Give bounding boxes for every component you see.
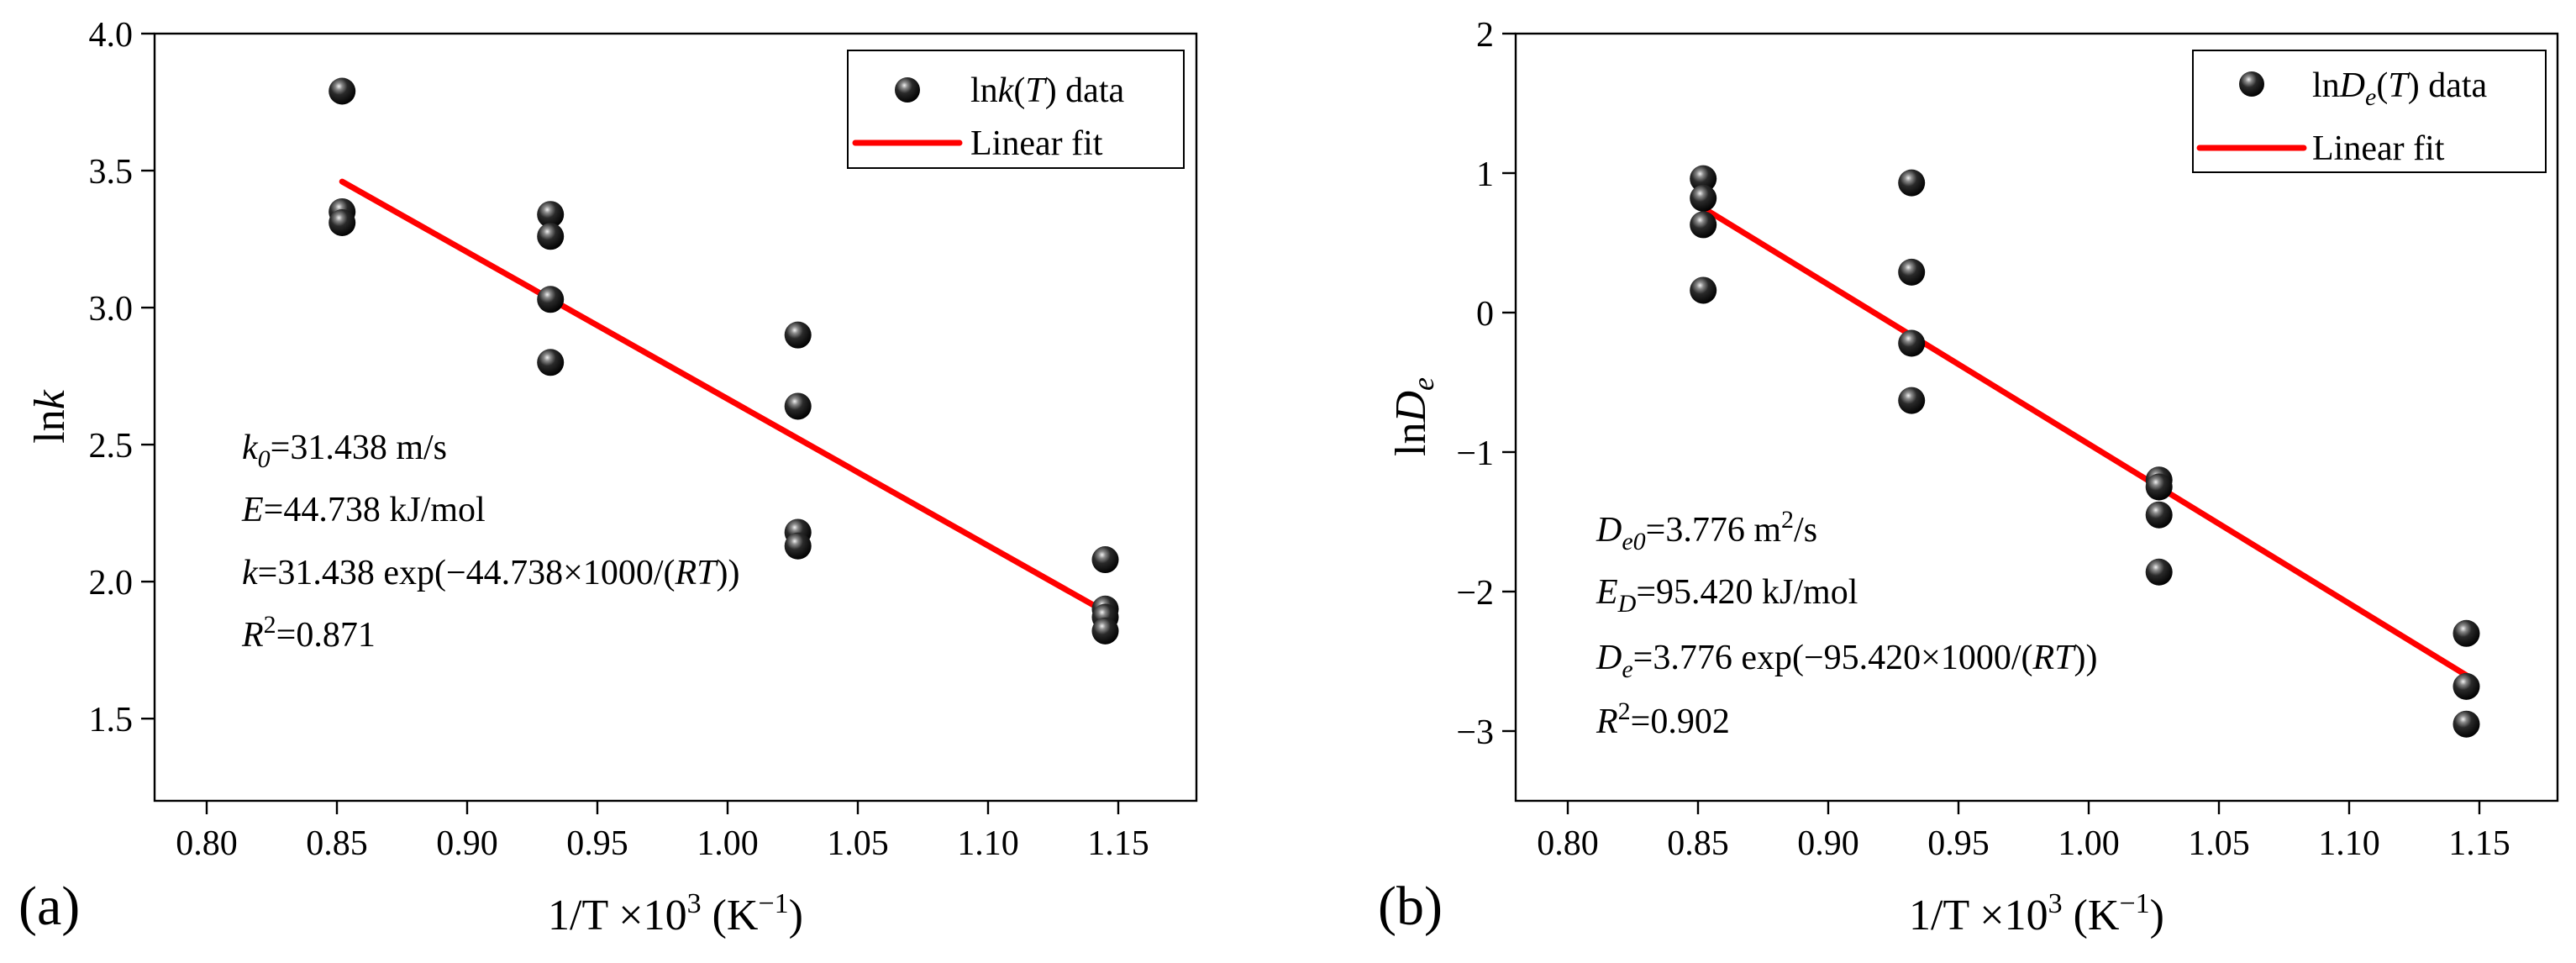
panel-b-data-point <box>1690 184 1717 212</box>
panel-b-data-point <box>2452 672 2480 700</box>
panel-a-legend-marker <box>895 77 920 103</box>
panel-b-legend-fit-label: Linear fit <box>2312 129 2445 168</box>
panel-a-data-point <box>1091 546 1119 574</box>
panel-b-data-point <box>2145 473 2173 501</box>
panel-a-data-point <box>784 392 812 420</box>
panel-a-y-tick-label: 3.5 <box>89 153 134 192</box>
panel-b-data-point <box>2452 619 2480 647</box>
panel-b-r2-text: R2=0.902 <box>1596 697 1730 741</box>
panel-a-legend-fit-label: Linear fit <box>970 124 1103 163</box>
panel-b-ed-text: ED=95.420 kJ/mol <box>1596 573 1858 618</box>
panel-b-data-point <box>2145 501 2173 529</box>
panel-b-data-point <box>1690 276 1717 304</box>
panel-a-data-point <box>784 532 812 560</box>
panel-a-legend-data-label: lnk(T) data <box>970 71 1124 110</box>
panel-a-data-point <box>784 321 812 349</box>
panel-b-y-axis-title: lnDe <box>1387 377 1440 456</box>
panel-a-y-tick-label: 2.0 <box>89 564 134 603</box>
panel-b-legend-data-label: lnDe(T) data <box>2312 66 2488 111</box>
panel-a-x-ticks: 0.80 0.85 0.90 0.95 1.00 1.05 1.10 1.15 <box>176 801 1149 863</box>
panel-a-data-point <box>537 349 565 376</box>
panel-b-x-tick-label: 1.00 <box>2058 824 2120 863</box>
panel-a-x-tick-label: 1.10 <box>957 824 1019 863</box>
panel-b-x-axis-title: 1/T ×103 (K−1) <box>1909 888 2164 939</box>
panel-a-y-tick-label: 1.5 <box>89 701 134 739</box>
panel-a-x-tick-label: 0.90 <box>436 824 498 863</box>
panel-b-legend-box <box>2192 50 2547 173</box>
panel-b-fit-layer <box>1700 205 2469 679</box>
panel-b-data-point <box>1898 387 1926 414</box>
panel-a-points-layer <box>329 77 1119 645</box>
panel-b-x-tick-label: 0.95 <box>1927 824 1990 863</box>
panel-b-y-tick-label: −1 <box>1456 434 1494 473</box>
panel-a-y-axis-title: lnk <box>26 389 74 443</box>
panel-b-annotation: De0=3.776 m2/s ED=95.420 kJ/mol De=3.776… <box>1596 506 2098 741</box>
panel-a-x-tick-label: 0.95 <box>566 824 628 863</box>
panel-a-y-tick-label: 2.5 <box>89 427 134 466</box>
panel-a-r2-text: R2=0.871 <box>241 611 376 655</box>
panel-b-x-tick-label: 1.05 <box>2188 824 2250 863</box>
panel-b: 0.80 0.85 0.90 0.95 1.00 1.05 1.10 1.15 −3 −2 −1 0… <box>1378 16 2559 939</box>
panel-a-y-tick-label: 4.0 <box>89 16 134 55</box>
panel-a-data-point <box>537 286 565 313</box>
panel-a-x-tick-label: 0.85 <box>306 824 368 863</box>
panel-a-x-axis-title: 1/T ×103 (K−1) <box>548 888 803 939</box>
panel-b-x-tick-label: 1.15 <box>2448 824 2510 863</box>
panel-a-x-tick-label: 1.15 <box>1087 824 1149 863</box>
panel-b-data-point <box>1898 258 1926 286</box>
panel-a: 0.80 0.85 0.90 0.95 1.00 1.05 1.10 1.15 1.5 2.0 2… <box>18 16 1198 939</box>
panel-a-label: (a) <box>18 876 80 937</box>
panel-b-y-tick-label: −3 <box>1456 713 1494 752</box>
panel-a-x-tick-label: 1.05 <box>827 824 889 863</box>
panel-a-e-text: E=44.738 kJ/mol <box>241 491 486 529</box>
panel-a-k0-text: k0=31.438 m/s <box>242 429 447 473</box>
panel-a-legend-box <box>847 50 1185 169</box>
panel-b-y-tick-label: 2 <box>1476 16 1494 55</box>
panel-a-y-ticks: 1.5 2.0 2.5 3.0 3.5 4.0 <box>89 16 155 739</box>
panel-b-data-point <box>2145 558 2173 586</box>
panel-b-equation-text: De=3.776 exp(−95.420×1000/(RT)) <box>1596 639 2098 683</box>
panel-b-x-tick-label: 0.90 <box>1797 824 1859 863</box>
panel-a-equation-text: k=31.438 exp(−44.738×1000/(RT)) <box>242 554 740 592</box>
panel-b-data-point <box>1690 165 1717 192</box>
panel-b-x-tick-label: 0.80 <box>1537 824 1599 863</box>
panel-b-data-point <box>2452 710 2480 738</box>
panel-b-y-ticks: −3 −2 −1 0 1 2 <box>1456 16 1516 752</box>
panel-b-plot-frame <box>1514 32 2559 802</box>
panel-a-x-tick-label: 0.80 <box>176 824 238 863</box>
panel-a-fit-line <box>339 178 1108 615</box>
panel-b-y-tick-label: −2 <box>1456 574 1494 613</box>
panel-a-data-point <box>537 223 565 250</box>
panel-b-label: (b) <box>1378 876 1443 937</box>
panel-b-fit-line <box>1700 205 2469 679</box>
panel-b-legend-marker <box>2239 71 2264 97</box>
panel-a-fit-layer <box>339 178 1108 615</box>
panel-b-x-tick-label: 1.10 <box>2318 824 2380 863</box>
panel-b-de0-text: De0=3.776 m2/s <box>1596 506 1817 555</box>
panel-b-data-point <box>1690 211 1717 239</box>
panel-b-x-ticks: 0.80 0.85 0.90 0.95 1.00 1.05 1.10 1.15 <box>1537 801 2510 863</box>
panel-a-annotation: k0=31.438 m/s E=44.738 kJ/mol k=31.438 e… <box>241 429 740 655</box>
panel-b-points-layer <box>1690 165 2480 738</box>
panel-b-data-point <box>1898 169 1926 197</box>
panel-b-x-tick-label: 0.85 <box>1667 824 1729 863</box>
panel-a-legend: lnk(T) data Linear fit <box>847 50 1185 169</box>
panel-a-data-point <box>537 201 565 229</box>
panel-b-data-point <box>1898 329 1926 357</box>
panel-b-y-tick-label: 1 <box>1476 155 1494 194</box>
panel-a-data-point <box>329 208 356 236</box>
panel-b-y-tick-label: 0 <box>1476 295 1494 334</box>
panel-a-plot-frame <box>153 32 1198 802</box>
panel-a-x-tick-label: 1.00 <box>697 824 759 863</box>
panel-b-legend: lnDe(T) data Linear fit <box>2192 50 2547 173</box>
panel-a-data-point <box>329 77 356 105</box>
panel-a-data-point <box>1091 617 1119 645</box>
panel-a-y-tick-label: 3.0 <box>89 290 134 329</box>
